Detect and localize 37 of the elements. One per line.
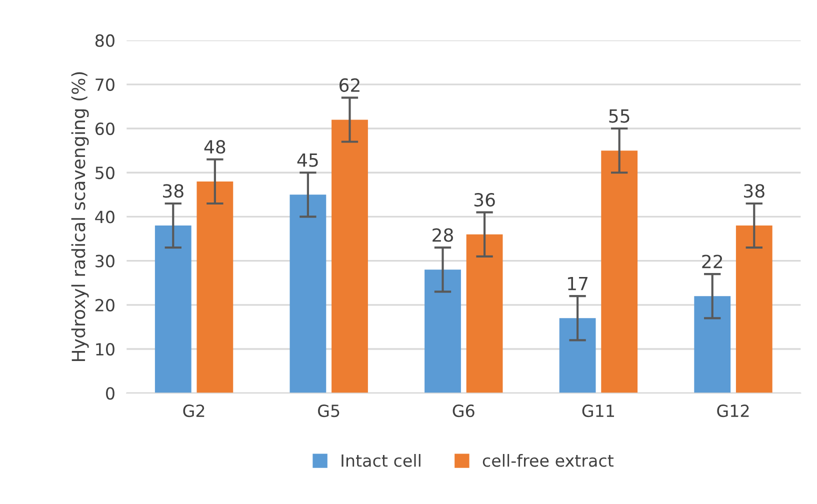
data-label: 45 xyxy=(297,153,318,167)
x-tick-label: G6 xyxy=(452,404,474,418)
y-tick-label: 30 xyxy=(96,254,114,268)
bar xyxy=(154,226,192,394)
data-label: 22 xyxy=(702,254,722,268)
bar xyxy=(466,234,503,394)
data-label: 38 xyxy=(744,184,764,198)
data-label: 48 xyxy=(204,140,226,154)
y-tick-label: 50 xyxy=(96,166,114,180)
bar xyxy=(601,150,638,394)
y-tick-label: 80 xyxy=(95,34,114,47)
bar xyxy=(694,296,731,394)
bar xyxy=(196,181,234,394)
y-tick-label: 40 xyxy=(95,210,114,224)
x-tick-label: G12 xyxy=(717,404,749,418)
bar xyxy=(559,318,596,394)
y-axis-title: Hydroxyl radical scavenging (%) xyxy=(71,72,89,361)
bar xyxy=(736,226,772,394)
y-tick-label: 20 xyxy=(96,298,114,312)
legend-label: cell-free extract xyxy=(482,454,614,467)
x-tick-label: G11 xyxy=(582,404,614,418)
legend-label: Intact cell xyxy=(342,454,420,467)
y-tick-label: 0 xyxy=(106,387,114,400)
bar xyxy=(290,194,326,394)
data-label: 17 xyxy=(568,276,588,290)
data-label: 38 xyxy=(163,184,184,198)
y-tick-label: 70 xyxy=(96,78,114,91)
data-label: 28 xyxy=(432,228,454,242)
bar xyxy=(424,270,461,394)
y-tick-label: 60 xyxy=(95,122,114,136)
y-tick-label: 10 xyxy=(96,342,114,356)
data-label: 55 xyxy=(609,109,630,123)
x-tick-label: G5 xyxy=(318,404,340,418)
x-tick-label: G2 xyxy=(183,404,204,418)
data-label: 36 xyxy=(474,192,495,207)
bar xyxy=(332,120,368,394)
data-label: 62 xyxy=(340,78,360,92)
